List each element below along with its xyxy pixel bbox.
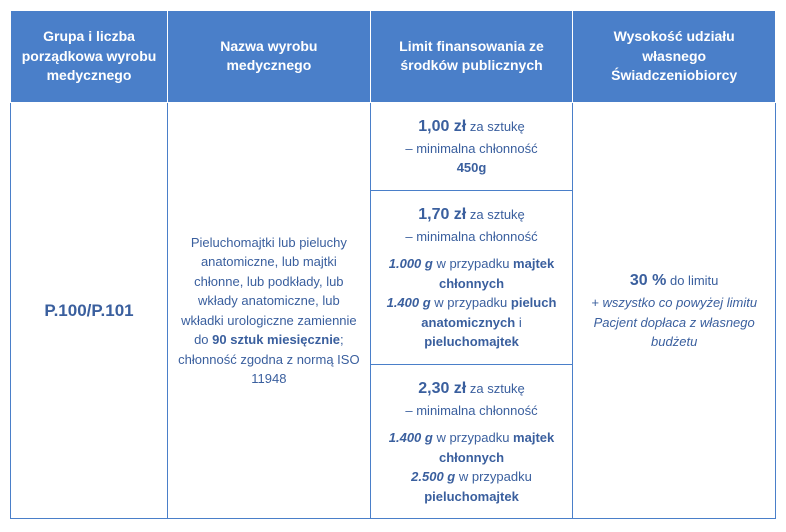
spacer: [381, 246, 563, 254]
limits-inner-table: 1,00 zł za sztukę – minimalna chłonność …: [371, 103, 573, 519]
limit2-price: 1,70 zł: [418, 206, 466, 223]
limit3-weight1: 1.400 g: [389, 430, 433, 445]
limit3-per: za sztukę: [466, 381, 525, 396]
limit3-product2: pieluchomajtek: [424, 489, 519, 504]
limit2-text3: i: [515, 315, 522, 330]
limit3-detail-1: 1.400 g w przypadku majtek chłonnych: [381, 428, 563, 467]
limit-tier-2: 1,70 zł za sztukę – minimalna chłonność …: [371, 191, 573, 365]
limit3-weight2: 2.500 g: [411, 469, 455, 484]
limit2-per: za sztukę: [466, 207, 525, 222]
limit2-weight2: 1.400 g: [387, 295, 431, 310]
limit3-text2: w przypadku: [455, 469, 532, 484]
product-desc-quantity: 90 sztuk miesięcznie: [212, 332, 340, 347]
cell-product-description: Pieluchomajtki lub pieluchy anatomiczne,…: [168, 102, 371, 519]
limit1-price: 1,00 zł: [418, 118, 466, 135]
limit2-text2: w przypadku: [431, 295, 511, 310]
limit3-detail-2: 2.500 g w przypadku pieluchomajtek: [381, 467, 563, 506]
header-product-name: Nazwa wyrobu medycznego: [168, 11, 371, 103]
limit1-price-line: 1,00 zł za sztukę: [381, 115, 563, 139]
financing-table: Grupa i liczba porządkowa wyrobu medyczn…: [10, 10, 776, 519]
limit3-line2: – minimalna chłonność: [381, 401, 563, 421]
header-financing-limit: Limit finansowania ze środków publicznyc…: [370, 11, 573, 103]
cell-own-share: 30 % do limitu + wszystko co powyżej lim…: [573, 102, 776, 519]
share-text1: do limitu: [666, 273, 718, 288]
limit2-price-line: 1,70 zł za sztukę: [381, 203, 563, 227]
spacer: [381, 420, 563, 428]
cell-code: P.100/P.101: [11, 102, 168, 519]
limit1-line2: – minimalna chłonność: [381, 139, 563, 159]
table-header-row: Grupa i liczba porządkowa wyrobu medyczn…: [11, 11, 776, 103]
limit2-weight1: 1.000 g: [389, 256, 433, 271]
table-body-row: P.100/P.101 Pieluchomajtki lub pieluchy …: [11, 102, 776, 519]
limit3-price: 2,30 zł: [418, 380, 466, 397]
limit3-text1: w przypadku: [433, 430, 513, 445]
header-group-code: Grupa i liczba porządkowa wyrobu medyczn…: [11, 11, 168, 103]
limit2-text1: w przypadku: [433, 256, 513, 271]
share-note: + wszystko co powyżej limitu Pacjent dop…: [583, 293, 765, 352]
limit2-detail-1: 1.000 g w przypadku majtek chłonnych: [381, 254, 563, 293]
limit2-line2: – minimalna chłonność: [381, 227, 563, 247]
limit-tier-3: 2,30 zł za sztukę – minimalna chłonność …: [371, 365, 573, 519]
limit2-product3: pieluchomajtek: [424, 334, 519, 349]
limit2-detail-2: 1.400 g w przypadku pieluch anatomicznyc…: [381, 293, 563, 352]
product-code: P.100/P.101: [44, 301, 133, 320]
share-line1: 30 % do limitu: [583, 269, 765, 293]
product-desc-part1: Pieluchomajtki lub pieluchy anatomiczne,…: [181, 235, 357, 348]
limit1-absorbency: 450g: [381, 158, 563, 178]
limit-tier-1: 1,00 zł za sztukę – minimalna chłonność …: [371, 103, 573, 191]
cell-limits: 1,00 zł za sztukę – minimalna chłonność …: [370, 102, 573, 519]
limit3-price-line: 2,30 zł za sztukę: [381, 377, 563, 401]
header-own-share: Wysokość udziału własnego Świadczeniobio…: [573, 11, 776, 103]
limit1-per: za sztukę: [466, 119, 525, 134]
share-percent: 30 %: [630, 272, 666, 289]
